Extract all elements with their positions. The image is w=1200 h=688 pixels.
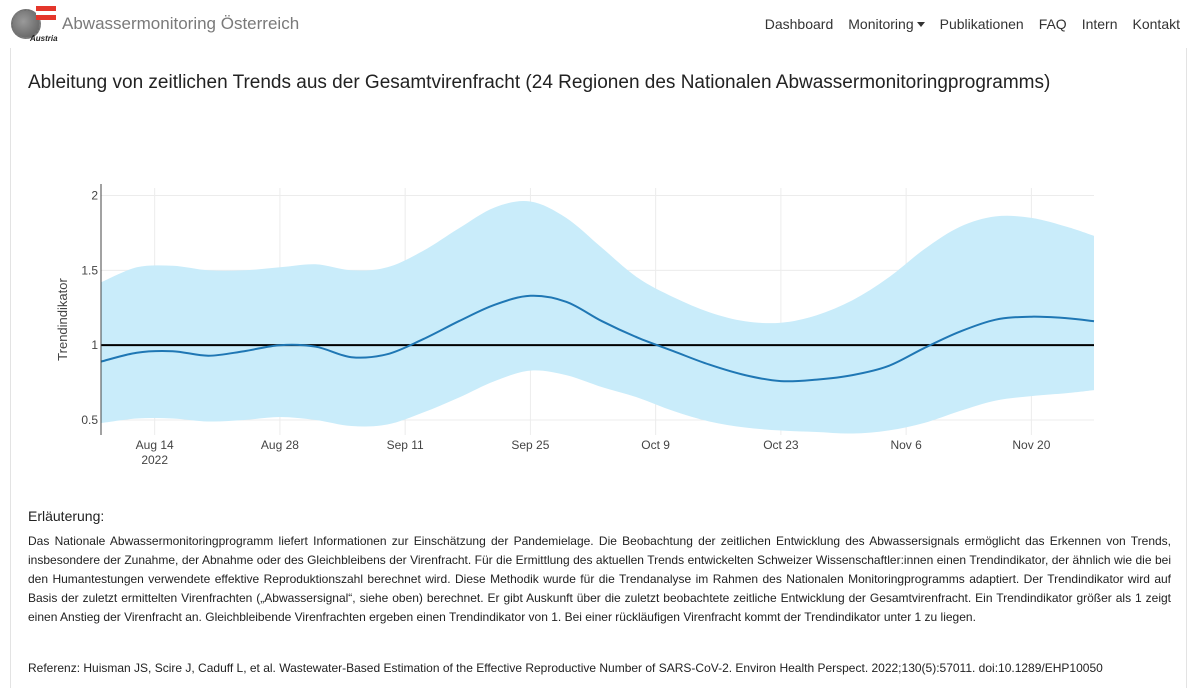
x-tick-label-3: Sep 25 [511, 438, 549, 452]
y-tick-label-2: 1.5 [81, 263, 98, 277]
nav-faq[interactable]: FAQ [1038, 16, 1067, 32]
y-tick-label-1: 1 [91, 338, 98, 352]
brand[interactable]: Austria Abwassermonitoring Österreich [8, 4, 299, 44]
logo-text: Austria [30, 34, 58, 43]
y-tick-label-0: 0.5 [81, 413, 98, 427]
brand-title[interactable]: Abwassermonitoring Österreich [62, 14, 300, 33]
x-tick-label-4: Oct 9 [641, 438, 670, 452]
nav-publikationen[interactable]: Publikationen [939, 16, 1024, 32]
x-tick-label-0: Aug 14 [136, 438, 174, 452]
y-tick-label-3: 2 [91, 188, 98, 202]
y-axis-title: Trendindikator [55, 278, 70, 361]
logo[interactable]: Austria [8, 4, 58, 44]
confidence-band [101, 200, 1094, 434]
explanation-heading: Erläuterung: [28, 508, 105, 524]
nav-intern[interactable]: Intern [1081, 16, 1118, 32]
trend-series-line-0 [100, 294, 1095, 383]
x-tick-label-6: Nov 6 [890, 438, 922, 452]
nav-dashboard[interactable]: Dashboard [764, 16, 834, 32]
nav-kontakt[interactable]: Kontakt [1132, 16, 1180, 32]
caret-down-icon [916, 22, 925, 27]
austria-flag-icon [36, 6, 56, 20]
main-nav: Dashboard Monitoring Publikationen FAQ I… [765, 0, 1180, 48]
x-tick-label-5: Oct 23 [763, 438, 799, 452]
chart-title: Ableitung von zeitlichen Trends aus der … [28, 72, 1051, 93]
main-container: Ableitung von zeitlichen Trends aus der … [10, 48, 1187, 688]
explanation-text: Das Nationale Abwassermonitoringprogramm… [28, 534, 1171, 624]
x-tick-label-2: Sep 11 [387, 438, 424, 452]
explanation-section: Erläuterung: Das Nationale Abwassermonit… [28, 508, 1171, 627]
nav-monitoring-dropdown[interactable]: Monitoring [848, 16, 925, 32]
x-year-label: 2022 [141, 453, 168, 467]
x-tick-label-1: Aug 28 [261, 438, 299, 452]
nav-monitoring-label: Monitoring [848, 16, 914, 32]
reference-text: Referenz: Huisman JS, Scire J, Caduff L,… [28, 661, 1103, 675]
navbar: Austria Abwassermonitoring Österreich Da… [0, 0, 1200, 48]
trend-chart[interactable]: 0.5 1 1.5 2 Aug 14 Aug 28 Sep 11 Sep 25 Oct 9 Oct… [11, 48, 1188, 488]
x-tick-label-7: Nov 20 [1012, 438, 1050, 452]
